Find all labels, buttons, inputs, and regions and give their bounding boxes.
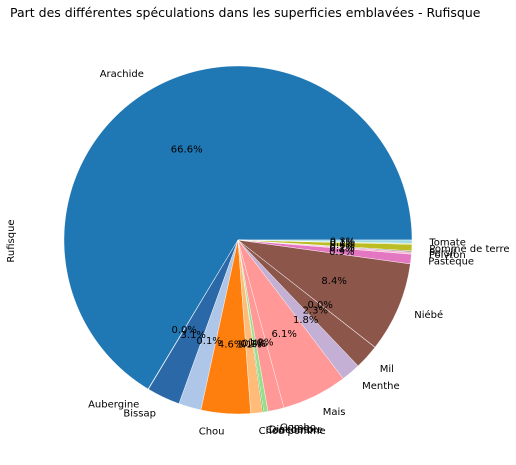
slice-percent-label: 1.2% (248, 337, 273, 348)
slice-category-label: Persil (429, 248, 456, 259)
slice-category-label: Diakhatou (269, 424, 320, 435)
slice-category-label: Pastèque (428, 255, 474, 267)
slice-percent-label: 0.9% (329, 247, 354, 258)
slice-percent-label: 6.1% (271, 329, 296, 340)
slice-percent-label: 0.1% (196, 336, 221, 347)
slice-percent-label: 4.6% (218, 340, 243, 351)
pie-slices (63, 65, 413, 415)
chart-title: Part des différentes spéculations dans l… (10, 5, 481, 20)
slice-percent-label: 0.2% (329, 243, 354, 254)
slice-percent-label: 1.8% (293, 315, 318, 326)
slice-percent-label: 2.3% (303, 306, 328, 317)
slice-category-label: Chou pomme (259, 426, 326, 437)
slice-percent-label: 66.6% (171, 145, 203, 156)
slice-percent-label: 0.1% (329, 242, 354, 253)
slice-category-label: Poivron (429, 250, 466, 261)
slice-percent-label: 0.6% (330, 240, 355, 251)
y-axis-label: Rufisque (6, 219, 17, 262)
slice-category-label: Concombre (266, 425, 323, 436)
slice-category-label: Tomate (428, 237, 465, 248)
pie-slice (63, 65, 413, 390)
slice-category-label: Gombo (280, 422, 316, 433)
slice-category-label: Mais (323, 407, 346, 418)
slice-percent-label: 3.1% (181, 330, 206, 341)
slice-category-label: Niébé (414, 309, 443, 321)
slice-category-label: Arachide (100, 69, 144, 80)
slice-percent-label: 0.3% (330, 236, 355, 247)
pie-slice (237, 239, 413, 244)
slice-percent-label: 0.4% (242, 339, 267, 350)
slice-category-label: Mil (380, 364, 394, 375)
slice-percent-label: 1.1% (237, 339, 262, 350)
slice-category-label: Menthe (362, 381, 400, 392)
pie-slice (237, 239, 411, 348)
slice-percent-label: 0.0% (308, 300, 333, 311)
slice-percent-label: 8.4% (321, 276, 346, 287)
slice-percent-label: 0.0% (171, 325, 196, 336)
slice-percent-label: 0.1% (330, 238, 355, 249)
pie-percent-labels: 66.6%0.0%3.1%0.1%4.6%1.1%0.1%0.4%1.2%6.1… (171, 145, 355, 351)
slice-category-label: Pomme de terre (429, 244, 509, 255)
slice-category-label: Chou (199, 426, 225, 437)
slice-percent-label: 0.1% (240, 339, 265, 350)
slice-category-label: Bissap (123, 408, 156, 419)
slice-category-label: Aubergine (88, 400, 139, 411)
